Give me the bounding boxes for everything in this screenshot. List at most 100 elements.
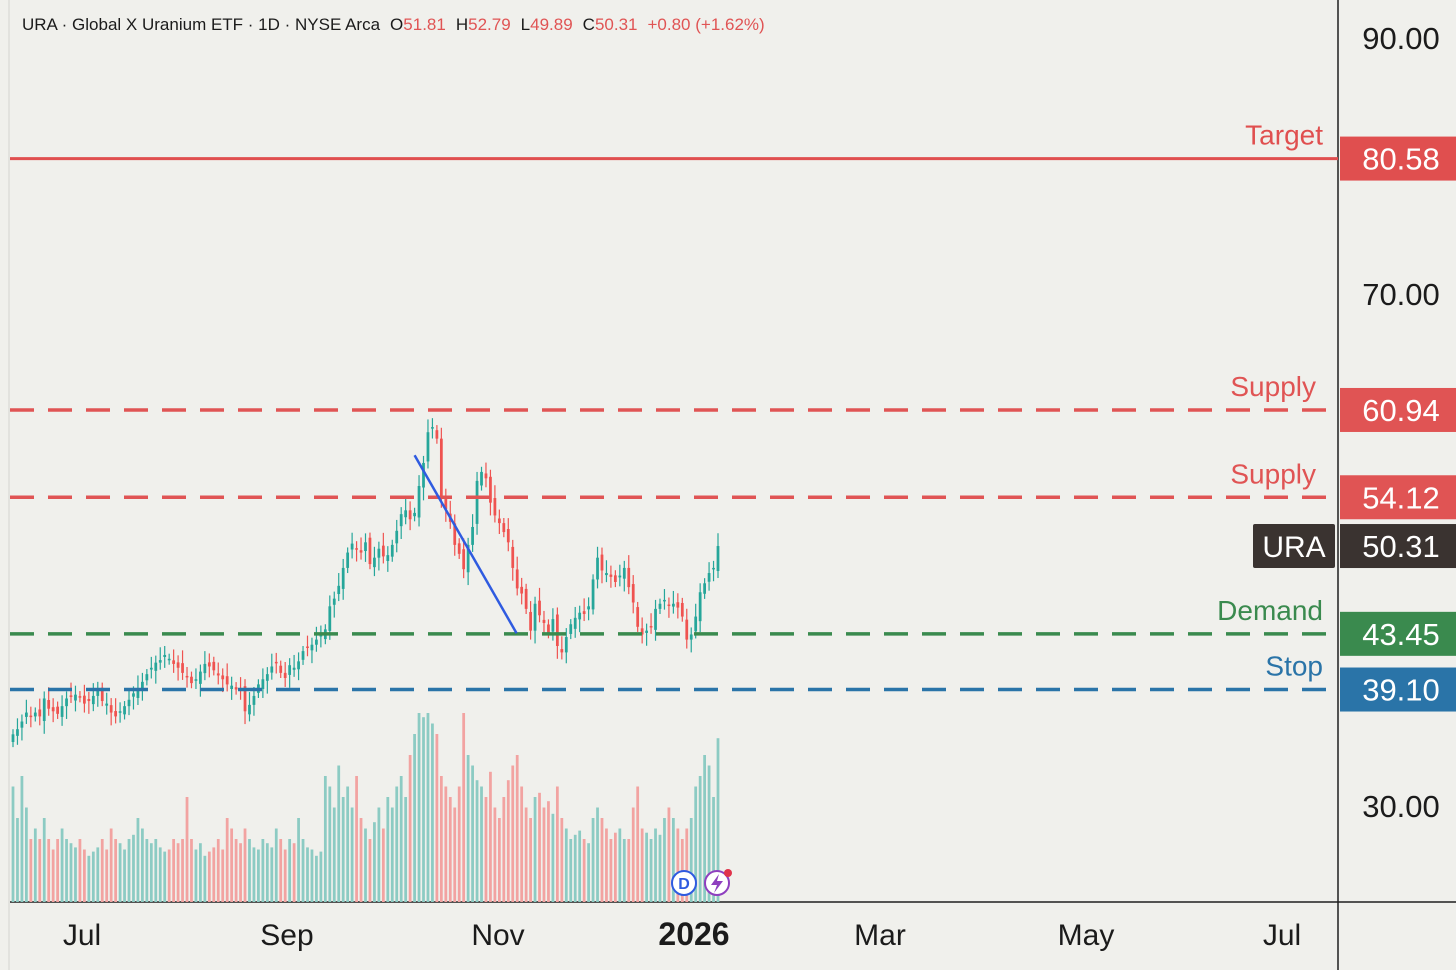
volume-bar — [105, 849, 109, 902]
volume-bar — [114, 839, 118, 902]
volume-bar — [270, 847, 274, 902]
candle-body — [524, 588, 528, 609]
close-label: C — [582, 15, 595, 34]
x-tick-label: Jul — [1263, 919, 1301, 952]
candle-body — [91, 695, 95, 705]
candle-body — [654, 608, 657, 630]
volume-bar — [466, 755, 470, 902]
candle-body — [640, 628, 644, 635]
volume-bar — [609, 839, 613, 902]
volume-bar — [671, 818, 675, 902]
volume-bar — [533, 797, 537, 902]
volume-bar — [194, 849, 198, 902]
volume-bar — [444, 786, 448, 902]
candle-body — [587, 606, 590, 610]
candle-body — [497, 518, 501, 524]
candle-body — [114, 711, 118, 717]
level-price-value: 39.10 — [1362, 673, 1440, 708]
volume-bar — [221, 849, 225, 902]
volume-bar — [154, 839, 158, 902]
candle-body — [141, 681, 144, 690]
candle-body — [292, 667, 296, 670]
volume-bar — [439, 776, 443, 902]
x-tick-label: Mar — [854, 919, 906, 952]
candle-body — [355, 548, 358, 550]
candle-body — [551, 619, 555, 632]
volume-bar — [573, 834, 577, 902]
candle-body — [118, 711, 122, 713]
candle-body — [96, 690, 100, 696]
volume-bar — [555, 786, 559, 902]
candle-body — [105, 703, 109, 706]
volume-bar — [199, 843, 202, 902]
volume-bar — [109, 828, 113, 902]
volume-bar — [435, 734, 439, 902]
candle-body — [484, 473, 488, 479]
volume-bar — [712, 797, 715, 902]
candle-body — [38, 709, 42, 717]
volume-bar — [257, 849, 260, 902]
candle-body — [413, 512, 416, 517]
candle-body — [47, 700, 51, 709]
volume-bar — [341, 797, 345, 902]
candle-body — [578, 612, 582, 620]
volume-bar — [359, 818, 363, 902]
candle-body — [230, 685, 234, 690]
trendline[interactable] — [413, 454, 518, 634]
volume-bar — [172, 839, 176, 902]
candle-body — [712, 567, 715, 570]
volume-bar — [663, 818, 666, 902]
volume-bar — [190, 839, 193, 902]
volume-bar — [315, 855, 318, 902]
volume-bar — [453, 807, 457, 902]
volume-bar — [716, 738, 720, 902]
volume-bar — [230, 828, 234, 902]
candle-body — [234, 687, 238, 690]
level-price-tag — [1340, 387, 1456, 432]
candle-body — [315, 639, 318, 645]
symbol-info-bar: URA · Global X Uranium ETF · 1D · NYSE A… — [22, 15, 765, 35]
candle-body — [538, 600, 541, 616]
volume-bar — [319, 851, 323, 902]
volume-bar — [56, 839, 60, 902]
volume-bar — [640, 828, 644, 902]
candle-body — [328, 606, 332, 631]
volume-bar — [248, 839, 251, 902]
volume-bar — [69, 843, 73, 902]
y-tick-label: 90.00 — [1362, 21, 1440, 56]
candle-body — [33, 712, 37, 717]
volume-bar — [252, 847, 256, 902]
volume-bar — [475, 780, 479, 902]
candle-body — [613, 575, 617, 582]
volume-bar — [551, 813, 555, 902]
volume-bar — [529, 818, 532, 902]
candle-body — [60, 706, 64, 717]
candle-body — [502, 523, 506, 533]
candle-body — [127, 699, 131, 707]
candle-body — [190, 676, 193, 684]
candle-body — [707, 573, 711, 582]
candle-body — [466, 544, 470, 573]
volume-bar — [600, 818, 604, 902]
candle-body — [341, 567, 345, 589]
candle-body — [493, 498, 497, 516]
volume-bar — [306, 847, 309, 902]
candle-body — [373, 557, 376, 568]
candle-body — [199, 671, 202, 684]
volume-bar — [47, 839, 51, 902]
volume-bar — [149, 843, 153, 902]
candle-body — [649, 626, 653, 628]
level-label: Demand — [1217, 595, 1323, 626]
last-price-tag — [1340, 524, 1456, 569]
level-label: Supply — [1230, 371, 1316, 402]
symbol-line: URA · Global X Uranium ETF · 1D · NYSE A… — [22, 15, 381, 34]
candle-body — [609, 574, 613, 577]
candle-body — [542, 619, 546, 623]
volume-bar — [261, 839, 265, 902]
high-label: H — [455, 15, 469, 34]
candle-body — [25, 712, 28, 717]
volume-bar — [515, 755, 519, 902]
dividend-marker-icon[interactable] — [671, 870, 697, 896]
volume-bar — [404, 797, 408, 902]
